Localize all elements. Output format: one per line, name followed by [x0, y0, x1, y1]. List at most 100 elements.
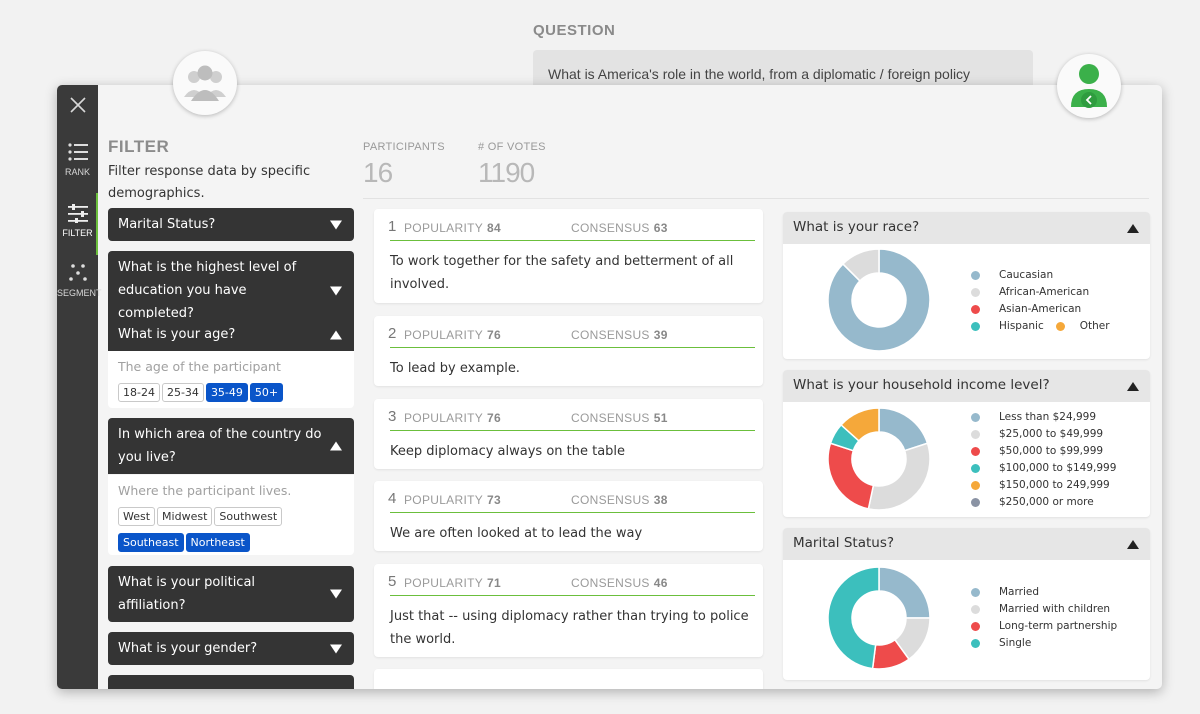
filter-section-gender[interactable]: What is your gender? [108, 632, 354, 665]
legend-item: Less than $24,999 [971, 409, 1116, 426]
caret-up-icon [330, 330, 342, 339]
response-card[interactable]: 2 POPULARITY 76 CONSENSUS 39 To lead by ex… [374, 316, 763, 386]
chip-southeast[interactable]: Southeast [118, 533, 184, 552]
legend-swatch [971, 481, 980, 490]
consensus-value: 38 [653, 493, 668, 507]
sidebar-item-filter[interactable]: FILTER [57, 203, 98, 238]
chip-35-49[interactable]: 35-49 [205, 383, 248, 402]
donut-slice--150-000-to-249-999[interactable] [840, 407, 880, 442]
legend-swatch [971, 498, 980, 507]
caret-down-icon [330, 220, 342, 229]
response-text: Just that -- using diplomacy rather than… [390, 609, 749, 647]
legend-swatch [971, 639, 980, 648]
filter-section-political[interactable]: What is your political affiliation? [108, 566, 354, 622]
legend-item: Hispanic Other [971, 318, 1110, 335]
consensus: CONSENSUS 38 [571, 493, 668, 507]
response-card[interactable]: 1 POPULARITY 84 CONSENSUS 63 To work toget… [374, 209, 763, 303]
popularity: POPULARITY 84 [404, 221, 501, 235]
filter-section-region[interactable]: In which area of the country do you live… [108, 418, 354, 474]
chart-card-header[interactable]: Marital Status? [783, 528, 1150, 560]
legend-swatch [971, 447, 980, 456]
caret-down-icon [330, 589, 342, 599]
caret-down-icon [330, 286, 342, 295]
donut-slice--50-000-to-99-999[interactable] [827, 442, 875, 510]
popularity-value: 71 [487, 576, 501, 590]
consensus: CONSENSUS 63 [571, 221, 668, 235]
filter-section-title: Marital Status? [118, 217, 216, 232]
legend-swatch [971, 288, 980, 297]
sidebar-item-segment[interactable]: SEGMENT [57, 263, 102, 298]
consensus: CONSENSUS 51 [571, 411, 668, 425]
scatter-icon [68, 264, 87, 281]
response-text: We are often looked at to lead the way [390, 526, 643, 541]
filter-section-title: What is your political affiliation? [118, 575, 256, 613]
donut-slice--25-000-to-49-999[interactable] [867, 442, 931, 511]
response-card[interactable]: 5 POPULARITY 71 CONSENSUS 46 Just that -- … [374, 564, 763, 657]
chip-25-34[interactable]: 25-34 [161, 383, 204, 402]
filter-section-education[interactable]: What is the highest level of education y… [108, 251, 354, 330]
donut-slice-caucasian[interactable] [827, 248, 931, 352]
popularity-value: 76 [487, 411, 501, 425]
chip-southwest[interactable]: Southwest [214, 507, 283, 526]
legend-swatch [971, 322, 980, 331]
chart-card-income: What is your household income level? Les… [783, 370, 1150, 517]
legend-item: $50,000 to $99,999 [971, 443, 1116, 460]
response-card[interactable]: 4 POPULARITY 73 CONSENSUS 38 We are often … [374, 481, 763, 551]
filter-section-marital-status[interactable]: Marital Status? [108, 208, 354, 241]
filter-section-placeholder: Where the participant lives. [118, 483, 292, 498]
response-rank: 3 [388, 408, 397, 425]
user-icon [1071, 64, 1107, 108]
sidebar-item-label: SEGMENT [57, 288, 102, 298]
caret-up-icon [1127, 224, 1139, 233]
filter-section-placeholder: The age of the participant [118, 359, 281, 374]
chart-title: What is your race? [793, 219, 920, 235]
legend-item: Caucasian [971, 267, 1110, 284]
chart-title: Marital Status? [793, 535, 895, 551]
response-card[interactable]: 3 POPULARITY 76 CONSENSUS 51 Keep diplomac… [374, 399, 763, 469]
chip-midwest[interactable]: Midwest [157, 507, 213, 526]
popularity-value: 76 [487, 328, 501, 342]
chart-title: What is your household income level? [793, 377, 1050, 393]
close-button[interactable] [66, 93, 90, 117]
chart-card-marital: Marital Status? Married Married with chi… [783, 528, 1150, 680]
user-avatar[interactable] [1057, 54, 1121, 118]
chip-50-plus[interactable]: 50+ [249, 383, 284, 402]
chart-legend: Caucasian African-American Asian-America… [971, 267, 1110, 335]
chip-west[interactable]: West [118, 507, 156, 526]
legend-swatch [971, 464, 980, 473]
sliders-icon [67, 204, 88, 223]
results-panel: RANK FILTER SEGMENT FILTER Filter respon… [57, 85, 1162, 689]
legend-swatch [971, 271, 980, 280]
popularity: POPULARITY 76 [404, 411, 501, 425]
popularity: POPULARITY 73 [404, 493, 501, 507]
caret-up-icon [330, 441, 342, 451]
sidebar: RANK FILTER SEGMENT [57, 85, 102, 689]
participants-label: PARTICIPANTS [363, 141, 445, 153]
donut-slice-african-american[interactable] [841, 248, 880, 282]
group-avatar [173, 51, 237, 115]
sidebar-item-label: FILTER [62, 228, 93, 238]
chip-18-24[interactable]: 18-24 [118, 383, 160, 402]
consensus-value: 51 [653, 411, 668, 425]
filter-section-more[interactable] [108, 675, 354, 689]
region-options: Where the participant lives. West Midwest… [108, 475, 354, 555]
donut-slice-less-than-24-999[interactable] [878, 407, 929, 452]
sidebar-item-rank[interactable]: RANK [57, 142, 98, 177]
chart-legend: Less than $24,999 $25,000 to $49,999 $50… [971, 409, 1116, 511]
donut-slice-single[interactable] [827, 566, 880, 670]
marital-donut-chart [827, 566, 931, 670]
chart-card-header[interactable]: What is your race? [783, 212, 1150, 244]
response-rank: 1 [388, 218, 397, 235]
chip-northeast[interactable]: Northeast [185, 533, 250, 552]
response-card[interactable] [374, 669, 763, 689]
caret-up-icon [1127, 540, 1139, 549]
consensus-value: 46 [653, 576, 668, 590]
consensus: CONSENSUS 39 [571, 328, 668, 342]
donut-slice-married[interactable] [878, 566, 931, 619]
legend-item: Other [1055, 318, 1110, 335]
sidebar-item-label: RANK [64, 167, 90, 177]
filter-section-age[interactable]: What is your age? [108, 318, 354, 351]
chart-card-header[interactable]: What is your household income level? [783, 370, 1150, 402]
income-donut-chart [827, 407, 931, 511]
legend-item: Single [971, 635, 1117, 652]
